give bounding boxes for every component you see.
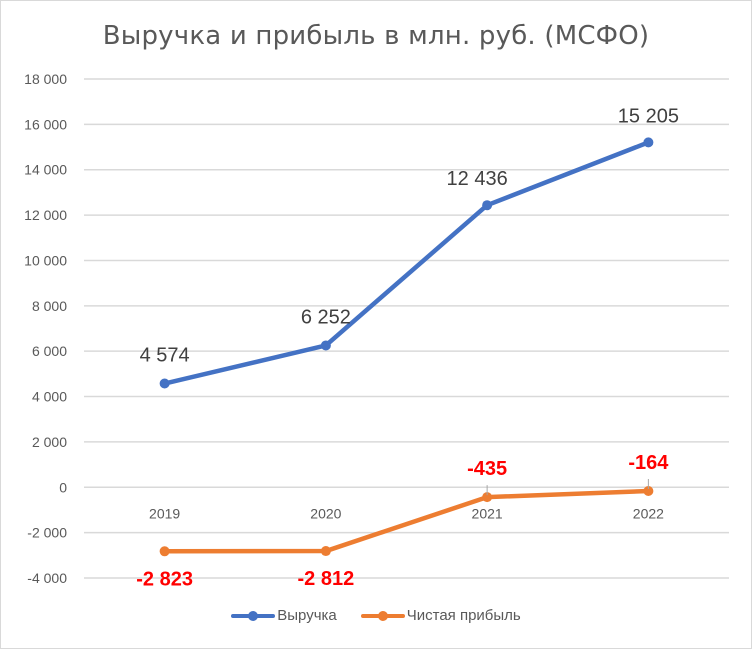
x-tick-label: 2022 <box>633 505 664 521</box>
y-tick-label: 16 000 <box>24 116 67 132</box>
x-tick-label: 2019 <box>149 505 180 521</box>
x-tick-label: 2020 <box>310 505 341 521</box>
data-point-marker[interactable] <box>482 200 493 211</box>
data-point-marker[interactable] <box>320 546 331 557</box>
x-tick-label: 2021 <box>472 505 503 521</box>
y-tick-label: -4 000 <box>27 570 67 586</box>
legend-label-revenue: Выручка <box>277 607 337 624</box>
revenue-data-label: 12 436 <box>447 168 508 190</box>
legend-item-revenue[interactable]: Выручка <box>231 607 337 624</box>
line-marker-icon <box>231 610 276 621</box>
revenue-data-label: 4 574 <box>140 345 190 367</box>
legend: Выручка Чистая прибыль <box>1 607 751 624</box>
y-tick-label: 4 000 <box>32 389 67 405</box>
y-tick-label: 6 000 <box>32 343 67 359</box>
revenue-data-label: 6 252 <box>301 306 351 328</box>
data-point-marker[interactable] <box>159 546 170 557</box>
data-point-marker[interactable] <box>320 340 331 351</box>
net-profit-data-label: -435 <box>467 458 507 480</box>
net-profit-line <box>162 488 651 554</box>
net-profit-data-label: -2 812 <box>298 568 355 590</box>
y-tick-label: 18 000 <box>24 71 67 87</box>
data-point-marker[interactable] <box>482 492 493 503</box>
net-profit-data-label: -2 823 <box>136 568 193 590</box>
legend-label-net-profit: Чистая прибыль <box>406 607 521 624</box>
revenue-data-label: 15 205 <box>618 105 679 127</box>
data-point-marker[interactable] <box>643 137 654 148</box>
y-tick-label: 0 <box>59 479 67 495</box>
line-marker-icon <box>360 610 405 621</box>
y-tick-label: 14 000 <box>24 162 67 178</box>
y-tick-label: 10 000 <box>24 252 67 268</box>
y-tick-label: 2 000 <box>32 434 67 450</box>
legend-item-net-profit[interactable]: Чистая прибыль <box>360 607 521 624</box>
chart-title: Выручка и прибыль в млн. руб. (МСФО) <box>102 21 650 51</box>
y-tick-label: 8 000 <box>32 298 67 314</box>
y-tick-label: 12 000 <box>24 207 67 223</box>
net-profit-data-label: -164 <box>628 452 669 474</box>
revenue-line <box>162 140 651 386</box>
data-point-marker[interactable] <box>643 485 654 496</box>
y-tick-label: -2 000 <box>27 525 67 541</box>
data-point-marker[interactable] <box>159 378 170 389</box>
